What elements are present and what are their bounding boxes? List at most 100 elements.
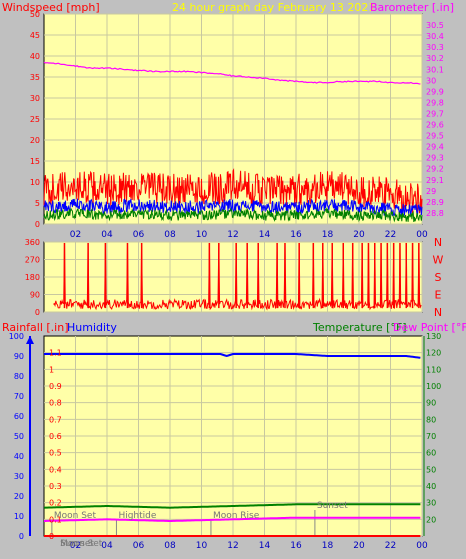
hum-time-tick-label: 12 <box>227 541 238 551</box>
hum-time-tick-label: 10 <box>196 541 208 551</box>
wind-time-tick-label: 06 <box>133 230 145 240</box>
windspeed-tick-label: 50 <box>30 10 40 19</box>
humidity-tick-label: 10 <box>14 512 24 521</box>
barometer-tick-label: 30 <box>426 76 436 85</box>
hum-time-tick-label: 02 <box>70 541 81 551</box>
barometer-tick-label: 30.3 <box>426 43 444 52</box>
rainfall-tick-label: 0.2 <box>49 499 62 508</box>
rainfall-tick-label: 0.3 <box>49 482 62 491</box>
windspeed-tick-label: 40 <box>30 52 40 61</box>
direction-tick-label: 180 <box>25 273 40 282</box>
compass-label: E <box>435 289 442 302</box>
event-annotation-label: Sunset <box>317 501 348 511</box>
humidity-tick-label: 70 <box>14 392 24 401</box>
temperature-tick-label: 120 <box>426 349 441 358</box>
humidity-tick-label: 50 <box>14 432 24 441</box>
barometer-tick-label: 29.7 <box>426 109 444 118</box>
humidity-tick-label: 20 <box>14 492 24 501</box>
rainfall-tick-label: 0.1 <box>49 515 62 524</box>
compass-label: W <box>433 254 444 267</box>
barometer-tick-label: 29.3 <box>426 154 444 163</box>
wind-low-series <box>43 207 423 223</box>
rainfall-tick-label: 0.8 <box>49 399 62 408</box>
temperature-tick-label: 90 <box>426 399 436 408</box>
humidity-tick-label: 40 <box>14 452 24 461</box>
wind-time-tick-label: 02 <box>70 230 81 240</box>
wind-time-tick-label: 12 <box>227 230 238 240</box>
windspeed-tick-label: 25 <box>30 115 40 124</box>
windspeed-tick-label: 10 <box>30 178 40 187</box>
wind-time-tick-label: 18 <box>322 230 334 240</box>
temperature-tick-label: 100 <box>426 382 441 391</box>
barometer-tick-label: 29.6 <box>426 121 444 130</box>
barometer-tick-label: 29.2 <box>426 165 444 174</box>
barometer-tick-label: 29.5 <box>426 132 444 141</box>
barometer-series <box>43 61 421 85</box>
barometer-tick-label: 29.8 <box>426 98 444 107</box>
hum-time-tick-label: 08 <box>164 541 176 551</box>
direction-tick-label: 90 <box>30 291 40 300</box>
wind-time-tick-label: 22 <box>385 230 396 240</box>
event-annotation-label: Moon Set <box>60 539 103 549</box>
barometer-tick-label: 28.9 <box>426 198 444 207</box>
hum-time-tick-label: 18 <box>322 541 334 551</box>
rainfall-tick-label: 0.6 <box>49 432 62 441</box>
humidity-axis-arrow <box>26 336 34 344</box>
temperature-tick-label: 60 <box>426 449 436 458</box>
event-annotation-label: Hightide <box>118 511 156 521</box>
wind-time-tick-label: 08 <box>164 230 176 240</box>
axes-layer: 02 04 06 08 10 12 14 16 18 20 22 000510152025303540… <box>9 10 444 551</box>
wind-time-tick-label: 16 <box>290 230 302 240</box>
hum-time-tick-label: 00 <box>416 541 428 551</box>
windspeed-tick-label: 0 <box>35 220 40 229</box>
humidity-tick-label: 80 <box>14 372 24 381</box>
temperature-tick-label: 70 <box>426 432 436 441</box>
windspeed-tick-label: 45 <box>30 31 40 40</box>
dew-point-series <box>44 516 421 522</box>
wind-gust-series <box>43 168 423 214</box>
rainfall-tick-label: 0.7 <box>49 415 62 424</box>
barometer-tick-label: 30.1 <box>426 65 444 74</box>
rainfall-tick-label: 0.4 <box>49 465 62 474</box>
windspeed-tick-label: 30 <box>30 94 40 103</box>
temperature-series <box>43 503 421 509</box>
barometer-tick-label: 29.4 <box>426 143 444 152</box>
humidity-tick-label: 30 <box>14 472 24 481</box>
wind-avg-series <box>43 198 423 218</box>
hum-time-tick-label: 14 <box>259 541 271 551</box>
temperature-tick-label: 80 <box>426 415 436 424</box>
compass-label: S <box>435 271 442 284</box>
compass-label: N <box>434 236 442 249</box>
windspeed-tick-label: 15 <box>30 157 40 166</box>
direction-tick-label: 0 <box>35 308 40 317</box>
wind-time-tick-label: 14 <box>259 230 271 240</box>
barometer-tick-label: 28.8 <box>426 209 444 218</box>
barometer-tick-label: 29 <box>426 187 436 196</box>
barometer-axis-title: Barometer [.in] <box>370 1 454 14</box>
wind-time-tick-label: 04 <box>101 230 113 240</box>
event-annotation-label: Moon Set <box>54 511 97 521</box>
temperature-tick-label: 40 <box>426 482 436 491</box>
barometer-tick-label: 30.5 <box>426 21 444 30</box>
hum-time-tick-label: 16 <box>290 541 302 551</box>
windspeed-tick-label: 20 <box>30 136 40 145</box>
humidity-axis-title: Humidity <box>67 321 117 334</box>
temperature-tick-label: 30 <box>426 499 436 508</box>
humidity-series <box>44 353 421 359</box>
wind-time-tick-label: 20 <box>353 230 365 240</box>
humidity-tick-label: 100 <box>9 332 24 341</box>
direction-tick-label: 270 <box>25 256 40 265</box>
temperature-tick-label: 50 <box>426 465 436 474</box>
data-layer <box>43 61 423 537</box>
rainfall-tick-label: 0 <box>49 532 54 541</box>
hum-time-tick-label: 22 <box>385 541 396 551</box>
humidity-tick-label: 0 <box>19 532 24 541</box>
rainfall-tick-label: 0.9 <box>49 382 62 391</box>
rainfall-tick-label: 1.1 <box>49 349 62 358</box>
wind-time-tick-label: 10 <box>196 230 208 240</box>
windspeed-tick-label: 5 <box>35 199 40 208</box>
barometer-tick-label: 30.2 <box>426 54 444 63</box>
rainfall-tick-label: 0.5 <box>49 449 62 458</box>
